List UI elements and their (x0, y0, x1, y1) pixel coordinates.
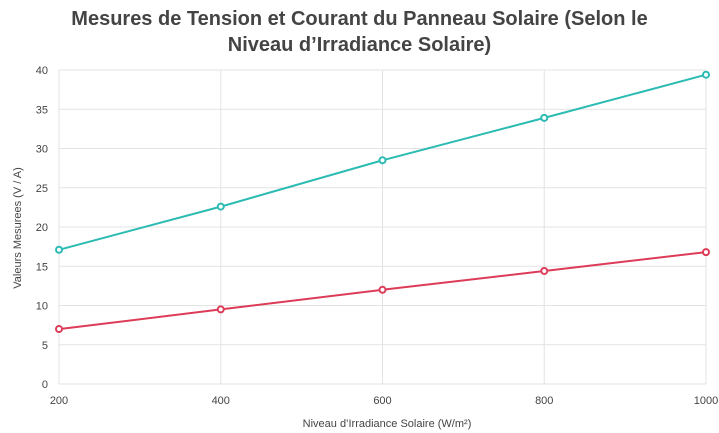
chart-title: Mesures de Tension et Courant du Panneau… (0, 6, 719, 58)
data-point (216, 305, 225, 314)
y-tick-label: 0 (42, 379, 48, 391)
data-point (378, 285, 387, 294)
y-tick-label: 10 (36, 301, 48, 313)
data-point (55, 325, 63, 334)
data-point (216, 202, 225, 211)
y-tick-label: 5 (42, 340, 48, 352)
axes: Niveau d’Irradiance Solaire (W/m²) Valeu… (12, 65, 718, 430)
data-point (378, 156, 387, 165)
y-tick-label: 30 (36, 144, 48, 156)
data-point (55, 245, 63, 254)
data-point (702, 248, 710, 257)
grid (58, 69, 707, 385)
chart-title-line-1: Mesures de Tension et Courant du Panneau… (71, 8, 648, 30)
y-axis-title: Valeurs Mesurees (V / A) (12, 167, 24, 288)
x-tick-label: 200 (50, 395, 68, 407)
y-tick-label: 15 (36, 261, 48, 273)
x-axis-title: Niveau d’Irradiance Solaire (W/m²) (303, 418, 472, 430)
data-point (702, 70, 710, 79)
data-point (540, 266, 549, 275)
y-tick-label: 20 (36, 222, 48, 234)
x-tick-label: 400 (212, 395, 230, 407)
data-point (540, 113, 549, 122)
y-tick-label: 25 (36, 183, 48, 195)
x-tick-label: 600 (373, 395, 391, 407)
y-tick-label: 35 (36, 104, 48, 116)
series (55, 70, 710, 334)
chart-title-line-2: Niveau d’Irradiance Solaire) (227, 34, 492, 56)
y-tick-label: 40 (36, 65, 48, 77)
x-tick-label: 800 (535, 395, 553, 407)
x-tick-label: 1000 (694, 395, 718, 407)
